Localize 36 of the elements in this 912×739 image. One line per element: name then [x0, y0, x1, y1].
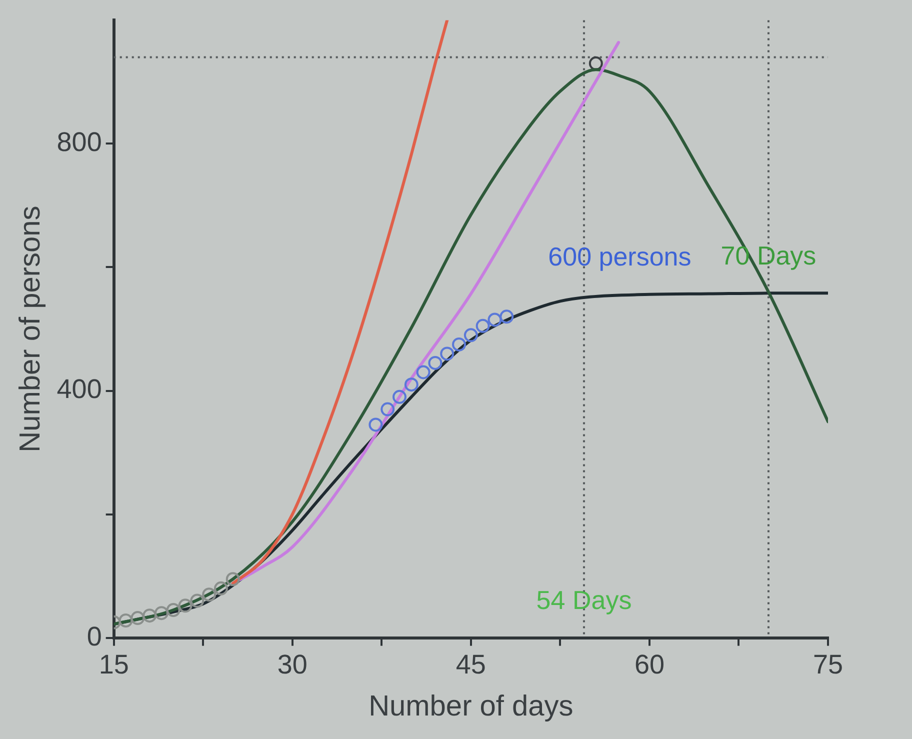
point: [214, 581, 228, 596]
y-tick-label: 0: [86, 621, 102, 652]
point: [404, 378, 418, 392]
point: [416, 365, 430, 380]
point: [202, 588, 216, 602]
x-tick-label: 60: [634, 649, 664, 680]
point: [428, 356, 442, 370]
point: [178, 598, 192, 613]
x-axis-title: Number of days: [368, 690, 574, 723]
x-tick-label: 15: [98, 649, 129, 680]
annotation: 70 Days: [720, 240, 816, 270]
point: [368, 418, 383, 432]
point: [166, 603, 180, 618]
point: [130, 611, 145, 626]
point: [476, 318, 490, 333]
y-axis-title: Number of persons: [14, 206, 46, 452]
x-tick-label: 75: [812, 649, 844, 680]
x-tick-label: 45: [456, 649, 486, 680]
point: [488, 312, 502, 327]
point: [464, 328, 478, 342]
point: [190, 594, 204, 608]
point: [440, 346, 454, 361]
annotation: 600 persons: [548, 242, 692, 272]
annotation: 54 Days: [536, 584, 632, 615]
y-tick-label: 400: [56, 374, 102, 404]
point: [154, 606, 168, 620]
y-tick-label: 800: [56, 127, 102, 158]
point: [118, 614, 133, 628]
point: [380, 402, 395, 416]
point: [452, 337, 466, 352]
point: [392, 390, 407, 404]
x-tick-label: 30: [277, 649, 308, 680]
point: [588, 56, 603, 70]
point: [226, 572, 240, 586]
point: [142, 608, 157, 623]
point: [500, 310, 514, 324]
